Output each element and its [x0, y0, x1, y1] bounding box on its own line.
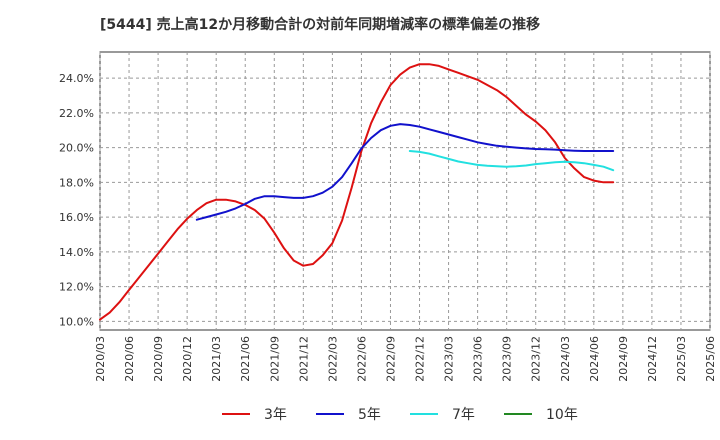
- x-tick-label: 2020/03: [94, 336, 107, 382]
- series-line-0: [99, 63, 615, 321]
- y-tick-label: 12.0%: [59, 281, 94, 294]
- x-tick-label: 2021/09: [268, 336, 281, 382]
- legend-label-1: 5年: [358, 407, 381, 423]
- x-tick-label: 2023/06: [472, 336, 485, 382]
- x-tick-label: 2023/09: [501, 336, 514, 382]
- x-tick-label: 2025/06: [704, 336, 717, 382]
- x-tick-label: 2024/09: [617, 336, 630, 382]
- x-tick-label: 2025/03: [675, 336, 688, 382]
- y-axis-ticks: 10.0% 12.0% 14.0% 16.0% 18.0% 20.0% 22.0% 24.0%: [59, 72, 94, 328]
- legend-label-0: 3年: [264, 407, 287, 423]
- y-tick-label: 20.0%: [59, 142, 94, 155]
- x-tick-label: 2024/12: [646, 336, 659, 382]
- y-tick-label: 10.0%: [59, 315, 94, 328]
- x-tick-label: 2023/12: [530, 336, 543, 382]
- y-tick-label: 14.0%: [59, 246, 94, 259]
- series-lines: [99, 63, 615, 321]
- series-line-1: [195, 123, 615, 221]
- x-tick-label: 2024/03: [559, 336, 572, 382]
- x-tick-label: 2020/12: [181, 336, 194, 382]
- series-line-2: [408, 150, 615, 172]
- x-tick-label: 2022/03: [326, 336, 339, 382]
- y-tick-label: 24.0%: [59, 72, 94, 85]
- legend: 3年 5年 7年 10年: [222, 407, 578, 423]
- y-tick-label: 16.0%: [59, 211, 94, 224]
- x-tick-label: 2022/12: [414, 336, 427, 382]
- x-tick-label: 2023/03: [443, 336, 456, 382]
- legend-label-2: 7年: [452, 407, 475, 423]
- x-tick-label: 2021/06: [239, 336, 252, 382]
- x-tick-label: 2024/06: [588, 336, 601, 382]
- x-tick-label: 2021/12: [297, 336, 310, 382]
- x-tick-label: 2022/09: [384, 336, 397, 382]
- x-tick-label: 2020/09: [152, 336, 165, 382]
- x-tick-label: 2020/06: [123, 336, 136, 382]
- x-axis-ticks: 2020/03 2020/06 2020/09 2020/12 2021/03 2021/…: [94, 336, 717, 382]
- x-tick-label: 2022/06: [355, 336, 368, 382]
- x-tick-label: 2021/03: [210, 336, 223, 382]
- y-tick-label: 22.0%: [59, 107, 94, 120]
- y-tick-label: 18.0%: [59, 176, 94, 189]
- plot-area: [99, 51, 711, 331]
- grid: [99, 52, 711, 330]
- legend-label-3: 10年: [546, 407, 578, 423]
- chart-title: [5444] 売上高12か月移動合計の対前年同期増減率の標準偏差の推移: [100, 17, 541, 33]
